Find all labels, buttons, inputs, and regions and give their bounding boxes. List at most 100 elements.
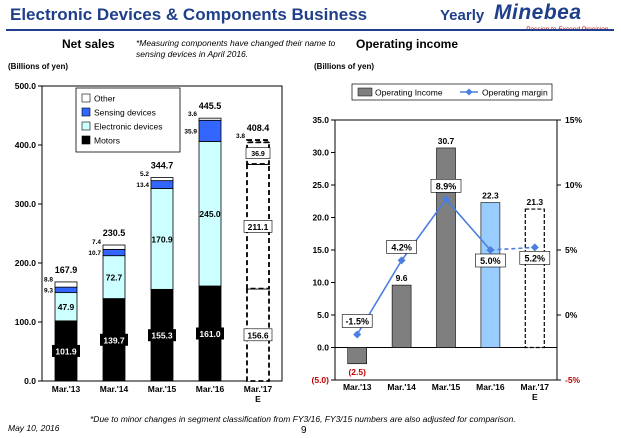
data-label-box — [475, 253, 506, 268]
data-label-operating-margin: 5.2% — [525, 253, 546, 263]
legend-label: Sensing devices — [94, 108, 156, 118]
data-label-other: 3.8 — [236, 133, 245, 140]
bar-operating-income — [480, 202, 501, 348]
legend-swatch — [81, 107, 91, 117]
data-label-total: 408.4 — [247, 123, 270, 133]
y2-tick-label: 10% — [565, 180, 582, 190]
legend — [351, 83, 553, 101]
operating-income-chart: (5.0) 0.0 5.0 10.0 15.0 20.0 25.0 30.0 35.0 -5% 0%… — [312, 83, 582, 402]
y2-tick-label: 5% — [565, 245, 578, 255]
data-label-box — [430, 179, 462, 193]
data-label-motors: 155.3 — [151, 331, 173, 341]
data-label-total: 445.5 — [199, 101, 222, 111]
operating-margin-line — [356, 198, 492, 335]
data-label-electronic-devices: 72.7 — [106, 273, 123, 283]
data-label-operating-margin: -1.5% — [345, 317, 369, 327]
data-label-box — [386, 240, 417, 254]
operating-margin-point — [353, 330, 362, 339]
legend-swatch — [81, 121, 91, 131]
y-tick-label: 500.0 — [15, 81, 37, 91]
page-title: Electronic Devices & Components Business — [10, 5, 368, 24]
company-logo: Minebea — [494, 1, 582, 24]
y2-tick-label: -5% — [565, 375, 581, 385]
data-label-box — [519, 251, 551, 265]
data-label-total: 344.7 — [151, 161, 174, 171]
data-label-other: 8.8 — [44, 277, 53, 284]
y-tick-label: 30.0 — [312, 148, 329, 158]
x-tick-label: Mar.'14 — [387, 382, 416, 392]
y2-tick-label: 0% — [565, 310, 578, 320]
data-label-motors: 156.6 — [247, 330, 269, 340]
legend-marker — [465, 88, 473, 96]
legend-label: Electronic devices — [94, 122, 163, 132]
y-tick-label: 10.0 — [312, 278, 329, 288]
legend — [75, 87, 181, 153]
data-label-other: 5.2 — [140, 171, 149, 178]
data-label-box — [196, 327, 224, 340]
data-label-sensing-devices: 35.9 — [184, 128, 197, 135]
data-label-operating-income: 30.7 — [438, 136, 455, 146]
y-tick-label: 100.0 — [15, 317, 37, 327]
legend-label: Motors — [94, 136, 120, 146]
data-label-operating-margin: 5.0% — [480, 256, 501, 266]
data-label-sensing-devices: 36.9 — [251, 151, 265, 158]
data-label-electronic-devices: 47.9 — [58, 302, 75, 312]
bar-operating-income — [347, 347, 368, 365]
x-tick-label: Mar.'15 — [432, 382, 461, 392]
data-label-electronic-devices: 170.9 — [151, 234, 173, 244]
y2-tick-label: 15% — [565, 115, 582, 125]
data-label-other: 7.4 — [92, 239, 101, 246]
data-label-electronic-devices: 245.0 — [199, 209, 221, 219]
x-tick-label-forecast: E — [255, 394, 261, 404]
bar-operating-income — [524, 208, 545, 349]
data-label-box — [341, 314, 373, 328]
header-divider — [6, 29, 614, 31]
x-tick-label: Mar.'13 — [52, 384, 81, 394]
operating-income-unit: (Billions of yen) — [314, 62, 374, 71]
operating-margin-forecast-line — [490, 246, 535, 251]
x-tick-label: Mar.'13 — [343, 382, 372, 392]
data-label-box — [245, 147, 271, 159]
legend-label: Other — [94, 94, 115, 104]
x-tick-label: Mar.'17 — [244, 384, 273, 394]
y-tick-label: 5.0 — [317, 310, 329, 320]
y-tick-label: 300.0 — [15, 199, 37, 209]
data-label-box — [148, 329, 176, 342]
legend-label: Operating margin — [482, 88, 548, 98]
data-label-operating-income: 9.6 — [396, 273, 408, 283]
x-tick-label: Mar.'14 — [100, 384, 129, 394]
page-number: 9 — [301, 425, 307, 436]
bar-operating-income — [391, 284, 412, 348]
data-label-electronic-devices: 211.1 — [248, 222, 269, 232]
data-label-operating-income: 21.3 — [527, 197, 544, 207]
y-tick-label: 15.0 — [312, 245, 329, 255]
operating-margin-point — [397, 256, 406, 265]
data-label-motors: 139.7 — [103, 335, 125, 345]
data-label-operating-income: (2.5) — [348, 367, 366, 377]
y-tick-label: (5.0) — [312, 375, 330, 385]
data-label-sensing-devices: 10.7 — [88, 250, 101, 257]
y-tick-label: 0.0 — [24, 376, 36, 386]
data-label-operating-margin: 4.2% — [391, 242, 412, 252]
data-label-box — [52, 344, 80, 357]
operating-income-title: Operating income — [356, 37, 459, 51]
x-tick-label: Mar.'17 — [521, 382, 550, 392]
x-tick-label: Mar.'16 — [476, 382, 505, 392]
net-sales-chart: 0.0 100.0 200.0 300.0 400.0 500.0 101.9 47.9 9.3… — [15, 81, 283, 404]
data-label-other: 3.6 — [188, 111, 197, 118]
y-tick-label: 0.0 — [317, 343, 329, 353]
y-tick-label: 20.0 — [312, 213, 329, 223]
legend-swatch — [81, 135, 91, 145]
data-label-operating-margin: 8.9% — [436, 181, 457, 191]
data-label-box — [243, 328, 273, 342]
data-label-total: 230.5 — [103, 228, 126, 238]
footnote: *Due to minor changes in segment classif… — [90, 414, 516, 424]
data-label-box — [100, 333, 128, 346]
bar-other — [246, 139, 270, 144]
net-sales-unit: (Billions of yen) — [8, 62, 68, 71]
data-label-motors: 101.9 — [55, 346, 77, 356]
bar-other — [198, 117, 222, 121]
operating-margin-point — [442, 195, 450, 204]
data-label-total: 167.9 — [55, 265, 78, 275]
legend-swatch — [81, 93, 91, 103]
